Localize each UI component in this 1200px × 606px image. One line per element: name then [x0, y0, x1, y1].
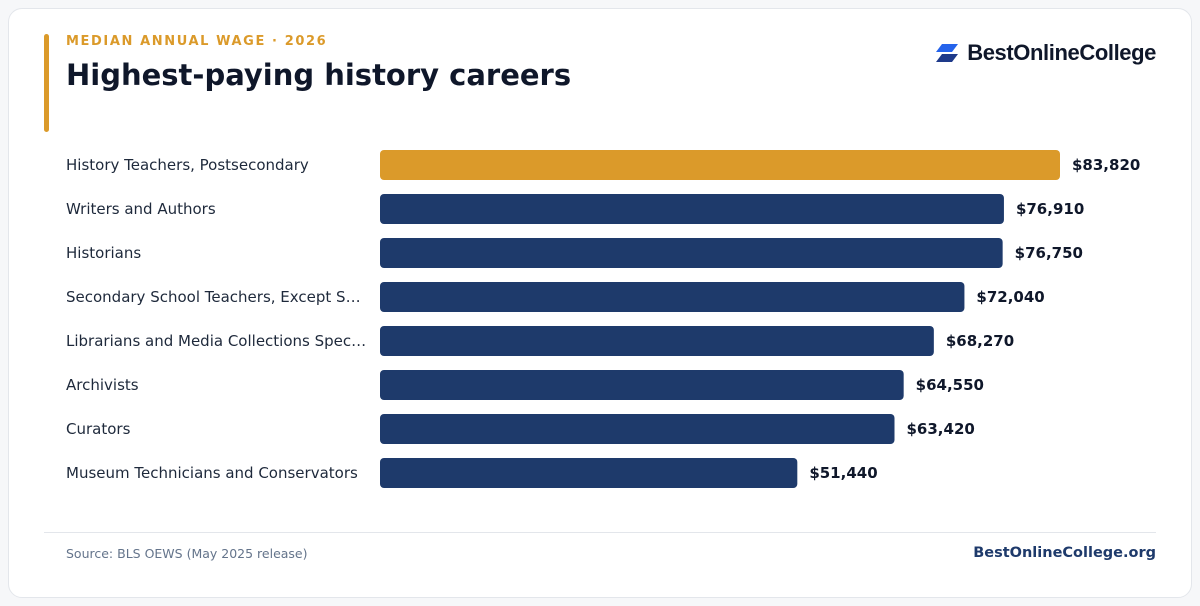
chart-title: Highest-paying history careers	[66, 58, 572, 92]
value-label: $83,820	[1072, 156, 1140, 174]
site-link[interactable]: BestOnlineCollege.org	[973, 545, 1156, 561]
bar[interactable]	[380, 414, 895, 444]
value-label: $51,440	[809, 464, 877, 482]
category-label: Historians	[66, 244, 141, 262]
value-label: $76,750	[1015, 244, 1083, 262]
value-label: $76,910	[1016, 200, 1084, 218]
footer-divider	[44, 532, 1156, 533]
bar[interactable]	[380, 238, 1003, 268]
brand-logo[interactable]: BestOnlineCollege	[935, 40, 1156, 66]
chart-eyebrow: MEDIAN ANNUAL WAGE · 2026	[66, 34, 328, 49]
bar[interactable]	[380, 150, 1060, 180]
category-label: Librarians and Media Collections Spec…	[66, 332, 366, 350]
category-label: Museum Technicians and Conservators	[66, 464, 358, 482]
brand-name: BestOnlineCollege	[967, 40, 1156, 65]
value-label: $72,040	[976, 288, 1044, 306]
bar[interactable]	[380, 458, 798, 488]
accent-bar	[44, 34, 49, 132]
value-label: $68,270	[946, 332, 1014, 350]
category-label: History Teachers, Postsecondary	[66, 156, 309, 174]
value-label: $64,550	[916, 376, 984, 394]
category-label: Curators	[66, 420, 131, 438]
bar[interactable]	[380, 282, 965, 312]
bar[interactable]	[380, 370, 904, 400]
value-label: $63,420	[907, 420, 975, 438]
source-note: Source: BLS OEWS (May 2025 release)	[66, 546, 308, 561]
bar[interactable]	[380, 326, 934, 356]
bar[interactable]	[380, 194, 1004, 224]
brand-logo-icon	[936, 44, 959, 62]
category-label: Archivists	[66, 376, 139, 394]
category-label: Writers and Authors	[66, 200, 216, 218]
category-label: Secondary School Teachers, Except S…	[66, 288, 361, 306]
